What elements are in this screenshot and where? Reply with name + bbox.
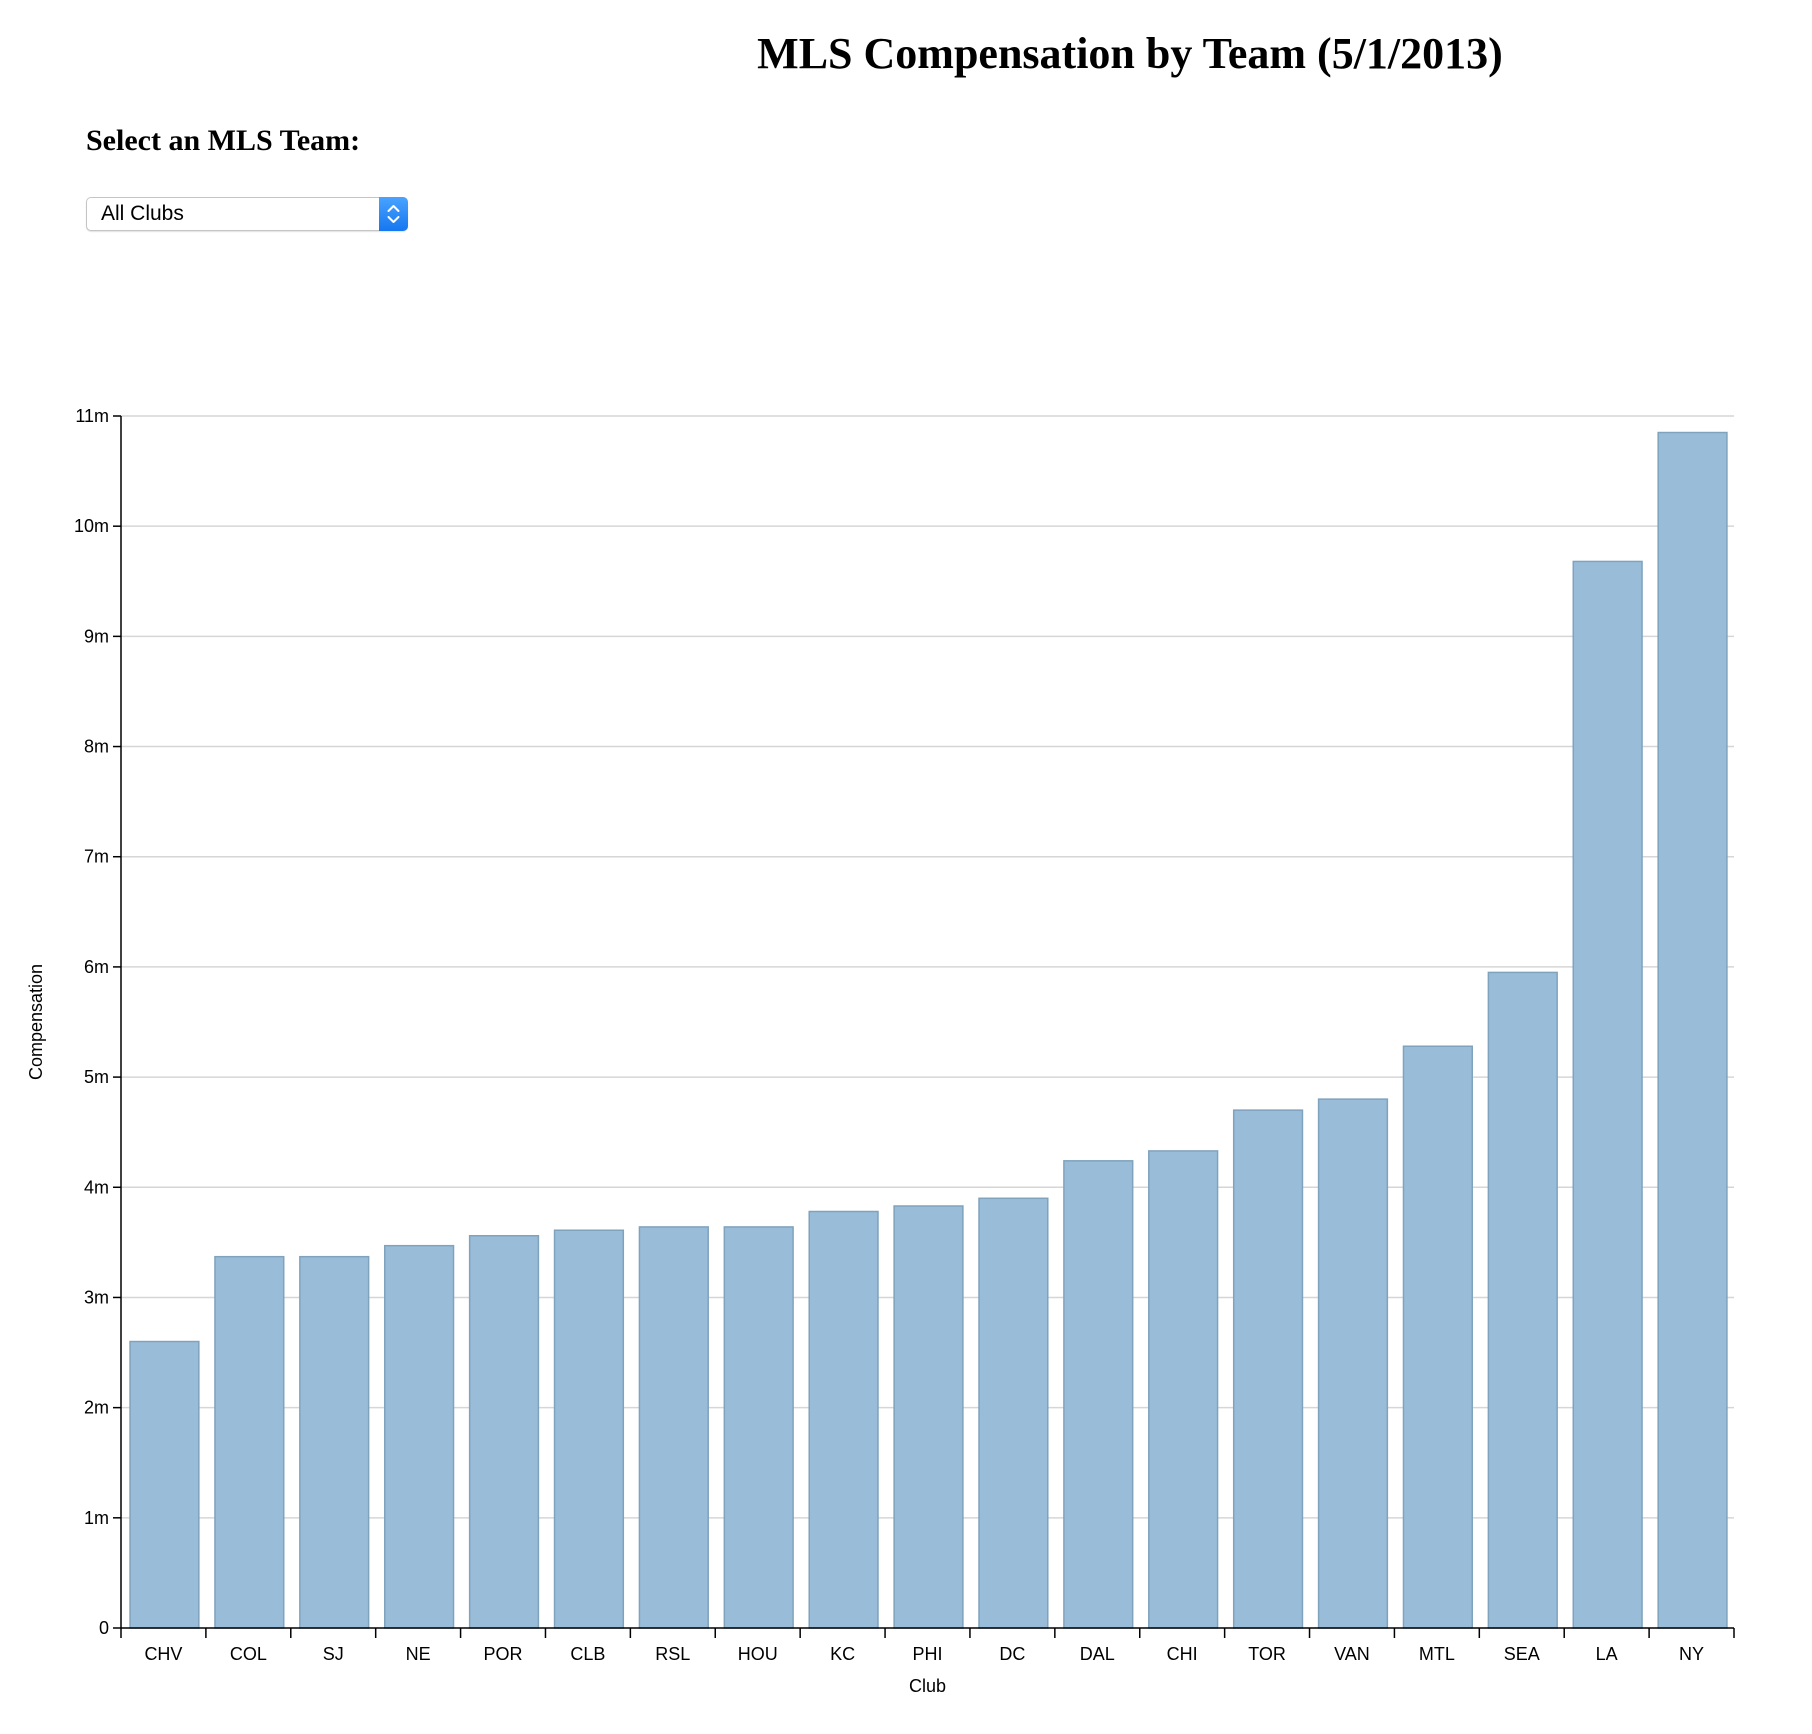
x-tick-label: POR bbox=[484, 1644, 523, 1664]
x-tick-label: NE bbox=[406, 1644, 431, 1664]
x-tick-label: SJ bbox=[323, 1644, 344, 1664]
y-tick-label: 10m bbox=[74, 516, 109, 536]
bars bbox=[129, 431, 1728, 1629]
y-tick-label: 9m bbox=[84, 626, 109, 646]
x-tick-label: HOU bbox=[738, 1644, 778, 1664]
bar-ne[interactable] bbox=[383, 1244, 455, 1629]
bar-van[interactable] bbox=[1317, 1098, 1389, 1629]
y-tick-label: 1m bbox=[84, 1508, 109, 1528]
y-tick-label: 2m bbox=[84, 1398, 109, 1418]
y-tick-label: 6m bbox=[84, 957, 109, 977]
y-tick-label: 0 bbox=[99, 1618, 109, 1638]
x-tick-label: MTL bbox=[1419, 1644, 1455, 1664]
x-tick-label: DAL bbox=[1080, 1644, 1115, 1664]
x-axis-title: Club bbox=[909, 1676, 946, 1696]
x-tick-label: KC bbox=[830, 1644, 855, 1664]
x-tick-label: COL bbox=[230, 1644, 267, 1664]
y-tick-label: 11m bbox=[75, 406, 109, 426]
x-tick-label: TOR bbox=[1248, 1644, 1286, 1664]
bar-mtl[interactable] bbox=[1402, 1045, 1474, 1629]
y-tick-label: 3m bbox=[84, 1287, 109, 1307]
bar-chi[interactable] bbox=[1148, 1150, 1219, 1629]
axes: 0 1m 2m 3m 4m 5m 6m 7m 8m 9m 10m 11m CHV COL SJ NE POR CL… bbox=[74, 406, 1735, 1664]
bar-la[interactable] bbox=[1572, 560, 1643, 1629]
bar-col[interactable] bbox=[214, 1255, 285, 1629]
bar-sj[interactable] bbox=[299, 1255, 370, 1629]
x-tick-label: CHI bbox=[1167, 1644, 1198, 1664]
bar-dal[interactable] bbox=[1063, 1160, 1134, 1629]
bar-tor[interactable] bbox=[1232, 1109, 1304, 1629]
bar-dc[interactable] bbox=[978, 1197, 1049, 1629]
bar-kc[interactable] bbox=[808, 1210, 879, 1629]
y-tick-label: 5m bbox=[84, 1067, 109, 1087]
y-tick-label: 4m bbox=[84, 1177, 109, 1197]
bar-hou[interactable] bbox=[723, 1226, 794, 1629]
x-tick-label: DC bbox=[999, 1644, 1025, 1664]
bar-rsl[interactable] bbox=[638, 1226, 709, 1629]
chevron-up-down-icon[interactable] bbox=[379, 197, 408, 231]
x-tick-label: SEA bbox=[1504, 1644, 1540, 1664]
bar-chv[interactable] bbox=[129, 1340, 200, 1629]
x-tick-label: LA bbox=[1596, 1644, 1618, 1664]
bar-clb[interactable] bbox=[553, 1229, 625, 1629]
x-tick-label: CHV bbox=[144, 1644, 182, 1664]
x-tick-label: RSL bbox=[655, 1644, 690, 1664]
team-select-label: Select an MLS Team: bbox=[86, 124, 361, 157]
y-axis-title: Compensation bbox=[26, 964, 46, 1080]
bar-sea[interactable] bbox=[1487, 971, 1558, 1629]
y-tick-label: 8m bbox=[84, 737, 109, 757]
y-tick-label: 7m bbox=[84, 847, 109, 867]
bar-phi[interactable] bbox=[893, 1205, 964, 1629]
team-select[interactable]: All Clubs bbox=[86, 197, 408, 231]
page-title: MLS Compensation by Team (5/1/2013) bbox=[757, 29, 1503, 78]
x-tick-label: VAN bbox=[1334, 1644, 1370, 1664]
x-tick-label: PHI bbox=[912, 1644, 942, 1664]
team-select-value: All Clubs bbox=[101, 202, 184, 225]
bar-ny[interactable] bbox=[1657, 431, 1728, 1629]
bar-por[interactable] bbox=[468, 1235, 540, 1629]
x-tick-label: CLB bbox=[570, 1644, 605, 1664]
x-tick-label: NY bbox=[1679, 1644, 1704, 1664]
